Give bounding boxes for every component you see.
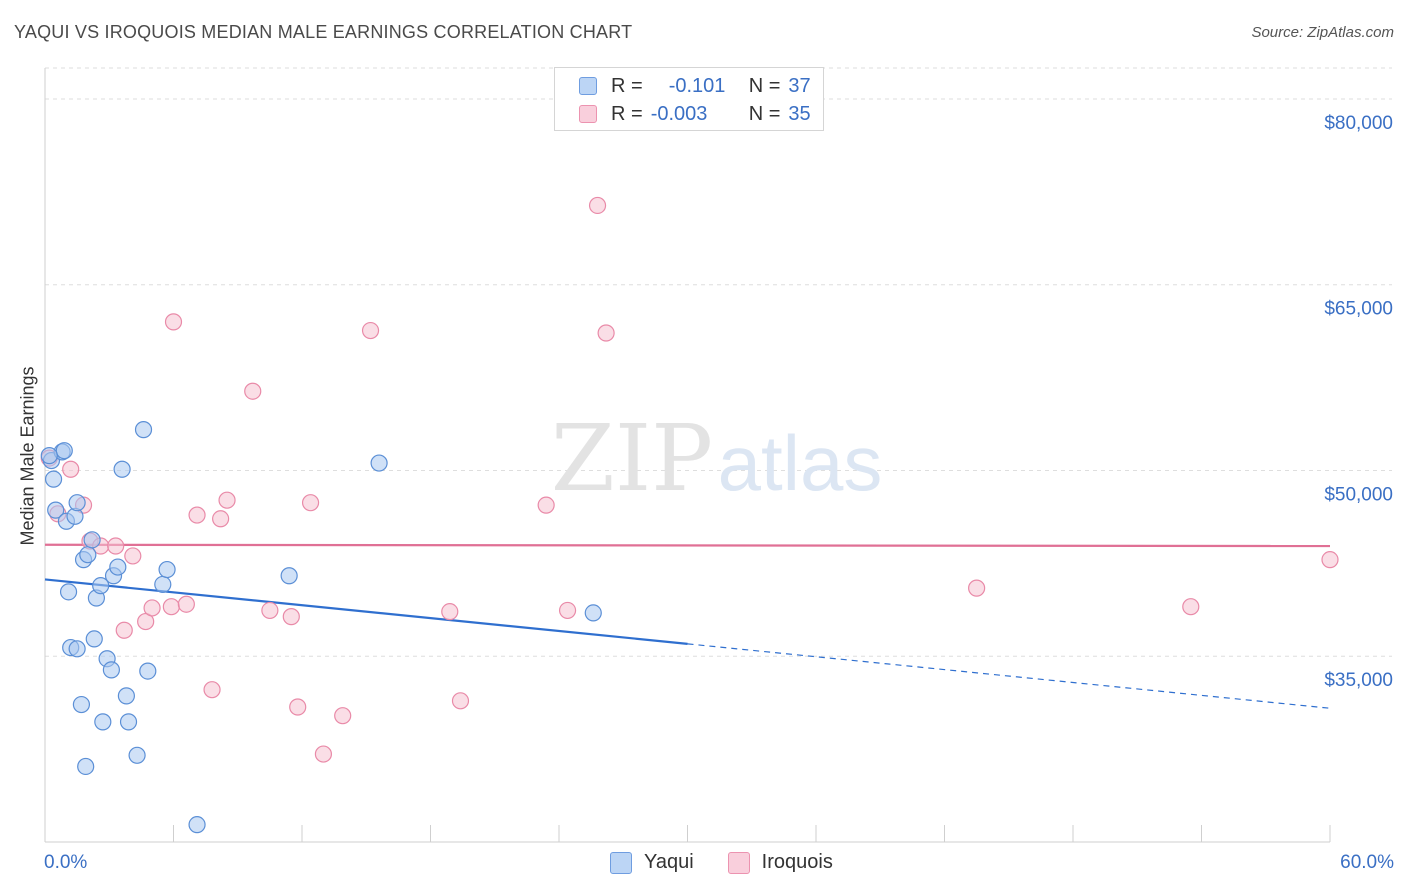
series-legend: Yaqui Iroquois — [610, 851, 867, 874]
legend-row-yaqui: R = -0.101 N = 37 — [579, 73, 811, 99]
yaqui-point — [139, 662, 157, 680]
iroquois-point — [244, 382, 262, 400]
yaqui-point — [44, 470, 63, 488]
legend-n-label: N = — [748, 74, 781, 97]
yaqui-point — [280, 567, 298, 585]
iroquois-point — [314, 745, 333, 763]
yaqui-legend-swatch — [610, 851, 632, 874]
x-tick-label-max: 60.0% — [1340, 852, 1394, 873]
yaqui-point — [92, 577, 110, 595]
iroquois-point — [282, 608, 300, 626]
iroquois-point — [451, 692, 470, 710]
iroquois-trend-line — [44, 543, 1331, 548]
iroquois-point — [188, 506, 206, 524]
yaqui-legend-label: Yaqui — [644, 851, 694, 873]
yaqui-point — [102, 661, 120, 679]
iroquois-legend-swatch — [727, 851, 750, 874]
iroquois-point — [261, 601, 279, 620]
data-points — [40, 196, 1339, 834]
yaqui-point — [68, 494, 86, 512]
yaqui-point — [158, 560, 176, 579]
iroquois-point — [1182, 598, 1200, 616]
iroquois-point — [289, 698, 307, 716]
iroquois-point — [1321, 551, 1339, 569]
iroquois-point — [588, 196, 607, 215]
watermark-atlas: atlas — [718, 419, 883, 507]
yaqui-point — [72, 695, 91, 714]
legend-yaqui-n: 37 — [788, 74, 811, 97]
yaqui-trend-line — [44, 578, 688, 645]
chart-title: YAQUI VS IROQUOIS MEDIAN MALE EARNINGS C… — [14, 22, 633, 42]
yaqui-point — [128, 746, 146, 764]
watermark: ZIP atlas — [551, 405, 882, 512]
y-tick-label: $35,000 — [1324, 670, 1393, 691]
iroquois-point — [212, 510, 230, 528]
iroquois-point — [301, 494, 320, 512]
iroquois-point — [441, 603, 459, 621]
x-tick-label-min: 0.0% — [44, 852, 88, 873]
legend-iroquois-n: 35 — [788, 102, 811, 125]
iroquois-point — [218, 491, 236, 509]
yaqui-point — [109, 558, 127, 576]
yaqui-point — [370, 454, 388, 472]
yaqui-point — [68, 640, 86, 658]
iroquois-point — [164, 313, 183, 331]
grid-lines — [45, 67, 1392, 657]
iroquois-point — [361, 321, 380, 340]
y-tick-label: $65,000 — [1324, 299, 1393, 320]
iroquois-point — [162, 598, 180, 616]
legend-iroquois-r: -0.003 — [650, 102, 708, 125]
yaqui-point — [134, 421, 153, 439]
yaqui-point — [55, 442, 73, 460]
iroquois-point — [143, 599, 161, 617]
iroquois-point — [968, 579, 986, 597]
y-tick-label: $80,000 — [1324, 113, 1393, 134]
yaqui-point — [59, 583, 78, 601]
source-label: Source: ZipAtlas.com — [1251, 24, 1394, 41]
yaqui-swatch — [579, 77, 597, 95]
watermark-zip: ZIP — [551, 405, 713, 512]
yaqui-point — [113, 460, 131, 478]
y-tick-labels: $35,000 $50,000 $65,000 $80,000 — [1324, 113, 1393, 691]
legend-yaqui-r: -0.101 — [668, 74, 726, 97]
series-legend-iroquois: Iroquois — [727, 851, 833, 874]
iroquois-point — [62, 460, 80, 478]
trend-lines — [44, 543, 1331, 709]
yaqui-point — [584, 604, 602, 622]
series-legend-yaqui: Yaqui — [610, 851, 694, 874]
legend-r-label: R = — [611, 102, 643, 125]
y-axis-label: Median Male Earnings — [17, 366, 38, 546]
yaqui-point — [94, 713, 112, 731]
iroquois-point — [177, 595, 195, 613]
yaqui-trend-extension — [687, 643, 1331, 709]
yaqui-point — [188, 816, 206, 834]
yaqui-point — [83, 531, 101, 549]
iroquois-point — [124, 547, 142, 565]
yaqui-point — [79, 546, 97, 564]
iroquois-swatch — [579, 105, 597, 123]
yaqui-point — [47, 501, 65, 519]
yaqui-point — [154, 575, 172, 594]
legend-row-iroquois: R = -0.003 N = 35 — [579, 101, 811, 127]
iroquois-point — [115, 621, 133, 639]
correlation-legend: R = -0.101 N = 37 R = -0.003 N = 35 — [554, 67, 824, 131]
iroquois-point — [558, 601, 577, 620]
y-tick-label: $50,000 — [1324, 484, 1393, 505]
iroquois-point — [203, 681, 221, 699]
yaqui-point — [119, 713, 138, 731]
iroquois-point — [537, 496, 555, 514]
legend-r-label: R = — [611, 74, 643, 97]
iroquois-point — [107, 537, 125, 555]
yaqui-point — [85, 630, 103, 648]
yaqui-point — [40, 447, 58, 465]
iroquois-legend-label: Iroquois — [761, 851, 833, 873]
yaqui-point — [117, 687, 135, 705]
iroquois-point — [334, 707, 352, 725]
iroquois-point — [597, 324, 615, 342]
legend-n-label: N = — [748, 102, 781, 125]
yaqui-point — [77, 757, 95, 776]
